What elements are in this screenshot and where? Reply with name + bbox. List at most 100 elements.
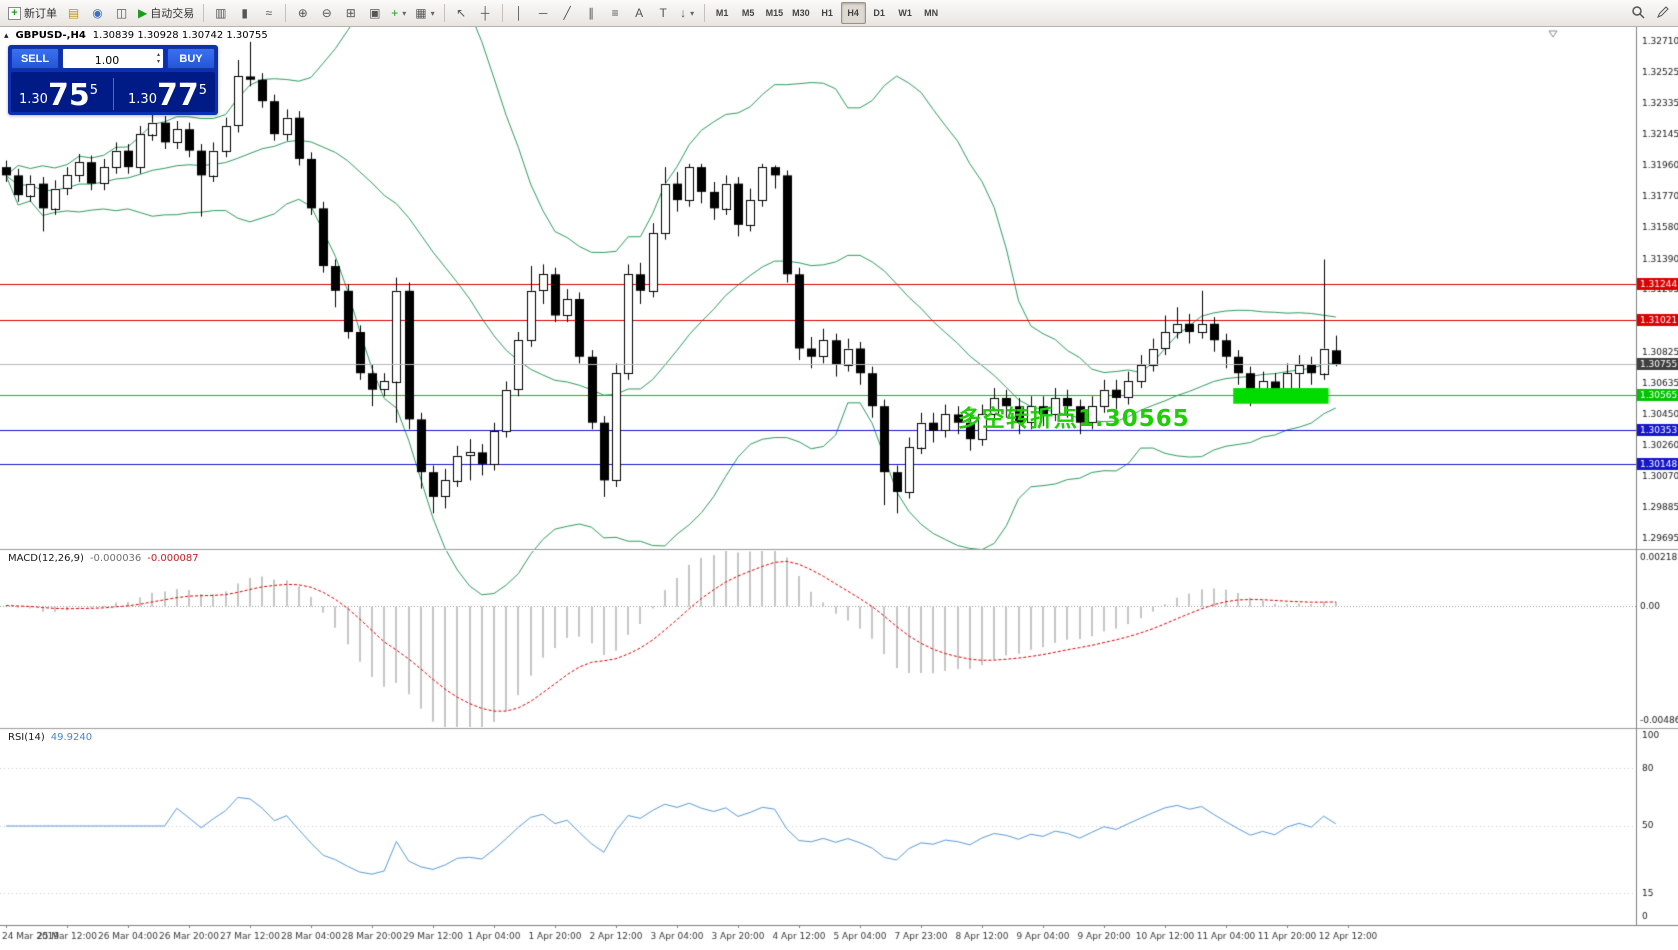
- channel-icon: ∥: [588, 6, 595, 20]
- macd-signal-value: -0.000087: [147, 553, 199, 564]
- macd-label: MACD(12,26,9): [8, 553, 84, 564]
- new-order-label: 新订单: [24, 8, 57, 20]
- volume-input[interactable]: [63, 51, 163, 70]
- timeframe-m30-button[interactable]: M30: [788, 2, 814, 24]
- line-chart-button[interactable]: ≈: [257, 2, 280, 24]
- terminal-icon: ◫: [115, 6, 128, 20]
- zoom-out-button[interactable]: ⊖: [315, 2, 338, 24]
- chart-symbol-period: GBPUSD-,H4: [15, 30, 86, 41]
- timeframe-h4-button[interactable]: H4: [840, 2, 866, 24]
- fibonacci-button[interactable]: ≡: [604, 2, 627, 24]
- volume-up-button[interactable]: ▴: [156, 51, 160, 58]
- cursor-icon: ↖: [456, 6, 467, 20]
- sell-button[interactable]: SELL: [11, 48, 59, 69]
- sell-price-sup: 5: [89, 83, 98, 98]
- price-divider: [112, 78, 114, 110]
- timeframe-w1-button[interactable]: W1: [893, 2, 918, 24]
- market-watch-button[interactable]: ▤: [62, 2, 85, 24]
- price-chart-canvas[interactable]: [0, 27, 1678, 950]
- rsi-value: 49.9240: [50, 732, 93, 743]
- arrow-tool-icon: ↓: [680, 6, 687, 20]
- crosshair-button[interactable]: ┼: [474, 2, 497, 24]
- autotrading-label: 自动交易: [150, 8, 195, 20]
- rsi-header: RSI(14) 49.9240: [8, 732, 92, 743]
- channel-button[interactable]: ∥: [580, 2, 603, 24]
- volume-spinner: ▴ ▾: [62, 48, 164, 70]
- chevron-down-icon: ▾: [402, 8, 407, 18]
- toolbar-separator: [203, 4, 205, 22]
- search-button[interactable]: [1626, 2, 1649, 24]
- buy-button[interactable]: BUY: [167, 48, 215, 69]
- zoom-out-icon: ⊖: [321, 6, 332, 20]
- toolbar-separator: [501, 4, 503, 22]
- arrange-windows-icon: ▣: [369, 6, 381, 20]
- search-icon: [1631, 5, 1645, 22]
- sell-price[interactable]: 1.30 75 5: [19, 78, 105, 113]
- navigator-button[interactable]: ◉: [86, 2, 109, 24]
- vertical-line-icon: │: [515, 6, 523, 20]
- candle-chart-icon: ▮: [241, 6, 249, 20]
- trendline-icon: ╱: [563, 6, 571, 20]
- trade-panel-collapse-icon[interactable]: ▴: [4, 30, 9, 41]
- templates-icon: ▦: [415, 6, 427, 20]
- new-order-icon: +: [8, 6, 21, 20]
- cursor-button[interactable]: ↖: [450, 2, 473, 24]
- macd-header: MACD(12,26,9) -0.000036 -0.000087: [8, 553, 199, 564]
- new-order-button[interactable]: + 新订单: [4, 2, 61, 24]
- vertical-line-button[interactable]: │: [508, 2, 531, 24]
- toolbar: + 新订单 ▤ ◉ ◫ ▶ 自动交易 ▥ ▮ ≈ ⊕ ⊖ ⊞ ▣ + ▾ ▦ ▾ ↖…: [0, 0, 1678, 27]
- chevron-down-icon: ▾: [690, 8, 695, 18]
- arrange-windows-button[interactable]: ▣: [363, 2, 386, 24]
- candle-chart-button[interactable]: ▮: [233, 2, 256, 24]
- rsi-label: RSI(14): [8, 732, 45, 743]
- bar-chart-icon: ▥: [215, 6, 227, 20]
- line-chart-icon: ≈: [265, 6, 273, 20]
- autotrading-play-icon: ▶: [138, 6, 148, 20]
- trendline-button[interactable]: ╱: [556, 2, 579, 24]
- navigator-icon: ◉: [92, 6, 103, 20]
- templates-button[interactable]: ▦ ▾: [411, 2, 438, 24]
- timeframe-m1-button[interactable]: M1: [710, 2, 735, 24]
- text-label-icon: T: [659, 6, 667, 20]
- zoom-in-icon: ⊕: [297, 6, 308, 20]
- buy-price-prefix: 1.30: [128, 92, 157, 107]
- timeframe-m5-button[interactable]: M5: [736, 2, 761, 24]
- terminal-button[interactable]: ◫: [110, 2, 133, 24]
- market-watch-icon: ▤: [67, 6, 80, 20]
- toolbar-separator: [443, 4, 445, 22]
- chart-title: ▴ GBPUSD-,H4 1.30839 1.30928 1.30742 1.3…: [4, 30, 268, 41]
- tile-windows-icon: ⊞: [345, 6, 356, 20]
- arrows-button[interactable]: ↓ ▾: [676, 2, 699, 24]
- text-button[interactable]: A: [628, 2, 651, 24]
- timeframe-m15-button[interactable]: M15: [762, 2, 788, 24]
- buy-price[interactable]: 1.30 77 5: [122, 81, 207, 111]
- one-click-trading-panel: SELL ▴ ▾ BUY 1.30 75 5 1.30 77 5: [8, 45, 218, 115]
- quick-edit-button[interactable]: [1651, 2, 1674, 24]
- macd-main-value: -0.000036: [89, 553, 142, 564]
- new-chart-button[interactable]: + ▾: [387, 2, 410, 24]
- toolbar-separator: [285, 4, 287, 22]
- tile-windows-button[interactable]: ⊞: [339, 2, 362, 24]
- buy-price-sup: 5: [198, 83, 207, 98]
- autotrading-button[interactable]: ▶ 自动交易: [134, 2, 198, 24]
- pivot-annotation-text: 多空转折点1.30565: [958, 406, 1190, 432]
- new-chart-icon: +: [391, 6, 399, 20]
- zoom-in-button[interactable]: ⊕: [291, 2, 314, 24]
- text-label-button[interactable]: T: [652, 2, 675, 24]
- chevron-down-icon: ▾: [430, 8, 435, 18]
- chart-ohlc-values: 1.30839 1.30928 1.30742 1.30755: [92, 30, 268, 41]
- fibonacci-icon: ≡: [611, 6, 619, 20]
- timeframe-d1-button[interactable]: D1: [867, 2, 892, 24]
- bar-chart-button[interactable]: ▥: [209, 2, 232, 24]
- bid-ask-display: 1.30 75 5 1.30 77 5: [11, 72, 215, 112]
- sell-price-big: 75: [47, 78, 90, 113]
- horizontal-line-button[interactable]: ─: [532, 2, 555, 24]
- horizontal-line-icon: ─: [538, 6, 548, 20]
- toolbar-separator: [703, 4, 705, 22]
- timeframe-mn-button[interactable]: MN: [919, 2, 944, 24]
- pencil-icon: [1656, 5, 1670, 22]
- sell-price-prefix: 1.30: [19, 92, 48, 107]
- volume-down-button[interactable]: ▾: [156, 58, 160, 65]
- text-icon: A: [635, 6, 644, 20]
- timeframe-h1-button[interactable]: H1: [815, 2, 840, 24]
